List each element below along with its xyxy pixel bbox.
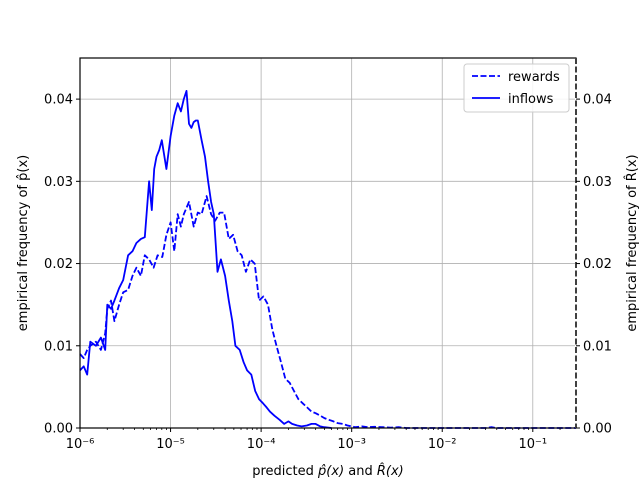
series-layer <box>79 90 576 429</box>
x-tick-label: 10⁻⁵ <box>156 437 185 452</box>
grid <box>79 58 576 429</box>
y-axis-label-right: empirical frequency of R̂(x) <box>625 154 640 331</box>
legend: rewards inflows <box>463 63 570 113</box>
y-tick-label-left: 0.03 <box>44 175 73 190</box>
y-tick-label-left: 0.04 <box>44 93 73 108</box>
y-tick-label-left: 0.00 <box>44 422 73 437</box>
y-tick-label-right: 0.02 <box>583 257 612 272</box>
series-line-inflows <box>79 90 332 429</box>
legend-label-inflows: inflows <box>508 92 554 107</box>
plot-frame <box>79 57 577 429</box>
legend-label-rewards: rewards <box>508 70 560 85</box>
y-tick-label-right: 0.03 <box>583 175 612 190</box>
x-tick-label: 10⁻¹ <box>518 437 547 452</box>
series-line-rewards <box>79 195 576 429</box>
x-tick-label: 10⁻⁶ <box>66 437 95 452</box>
y-tick-label-right: 0.00 <box>583 422 612 437</box>
x-tick-label: 10⁻³ <box>337 437 366 452</box>
x-tick-label: 10⁻² <box>428 437 457 452</box>
y-tick-label-right: 0.01 <box>583 339 612 354</box>
x-axis-label: predicted p̂(x) and R̂(x) <box>252 464 404 479</box>
axes: 10⁻⁶ 10⁻⁵ 10⁻⁴ 10⁻³ 10⁻² 10⁻¹ 0.00 0.00 0.01 0.01… <box>44 58 612 452</box>
y-tick-label-left: 0.01 <box>44 339 73 354</box>
y-axis-label-left: empirical frequency of p̂(x) <box>16 155 31 331</box>
y-tick-label-right: 0.04 <box>583 93 612 108</box>
y-tick-label-left: 0.02 <box>44 257 73 272</box>
x-tick-label: 10⁻⁴ <box>247 437 276 452</box>
